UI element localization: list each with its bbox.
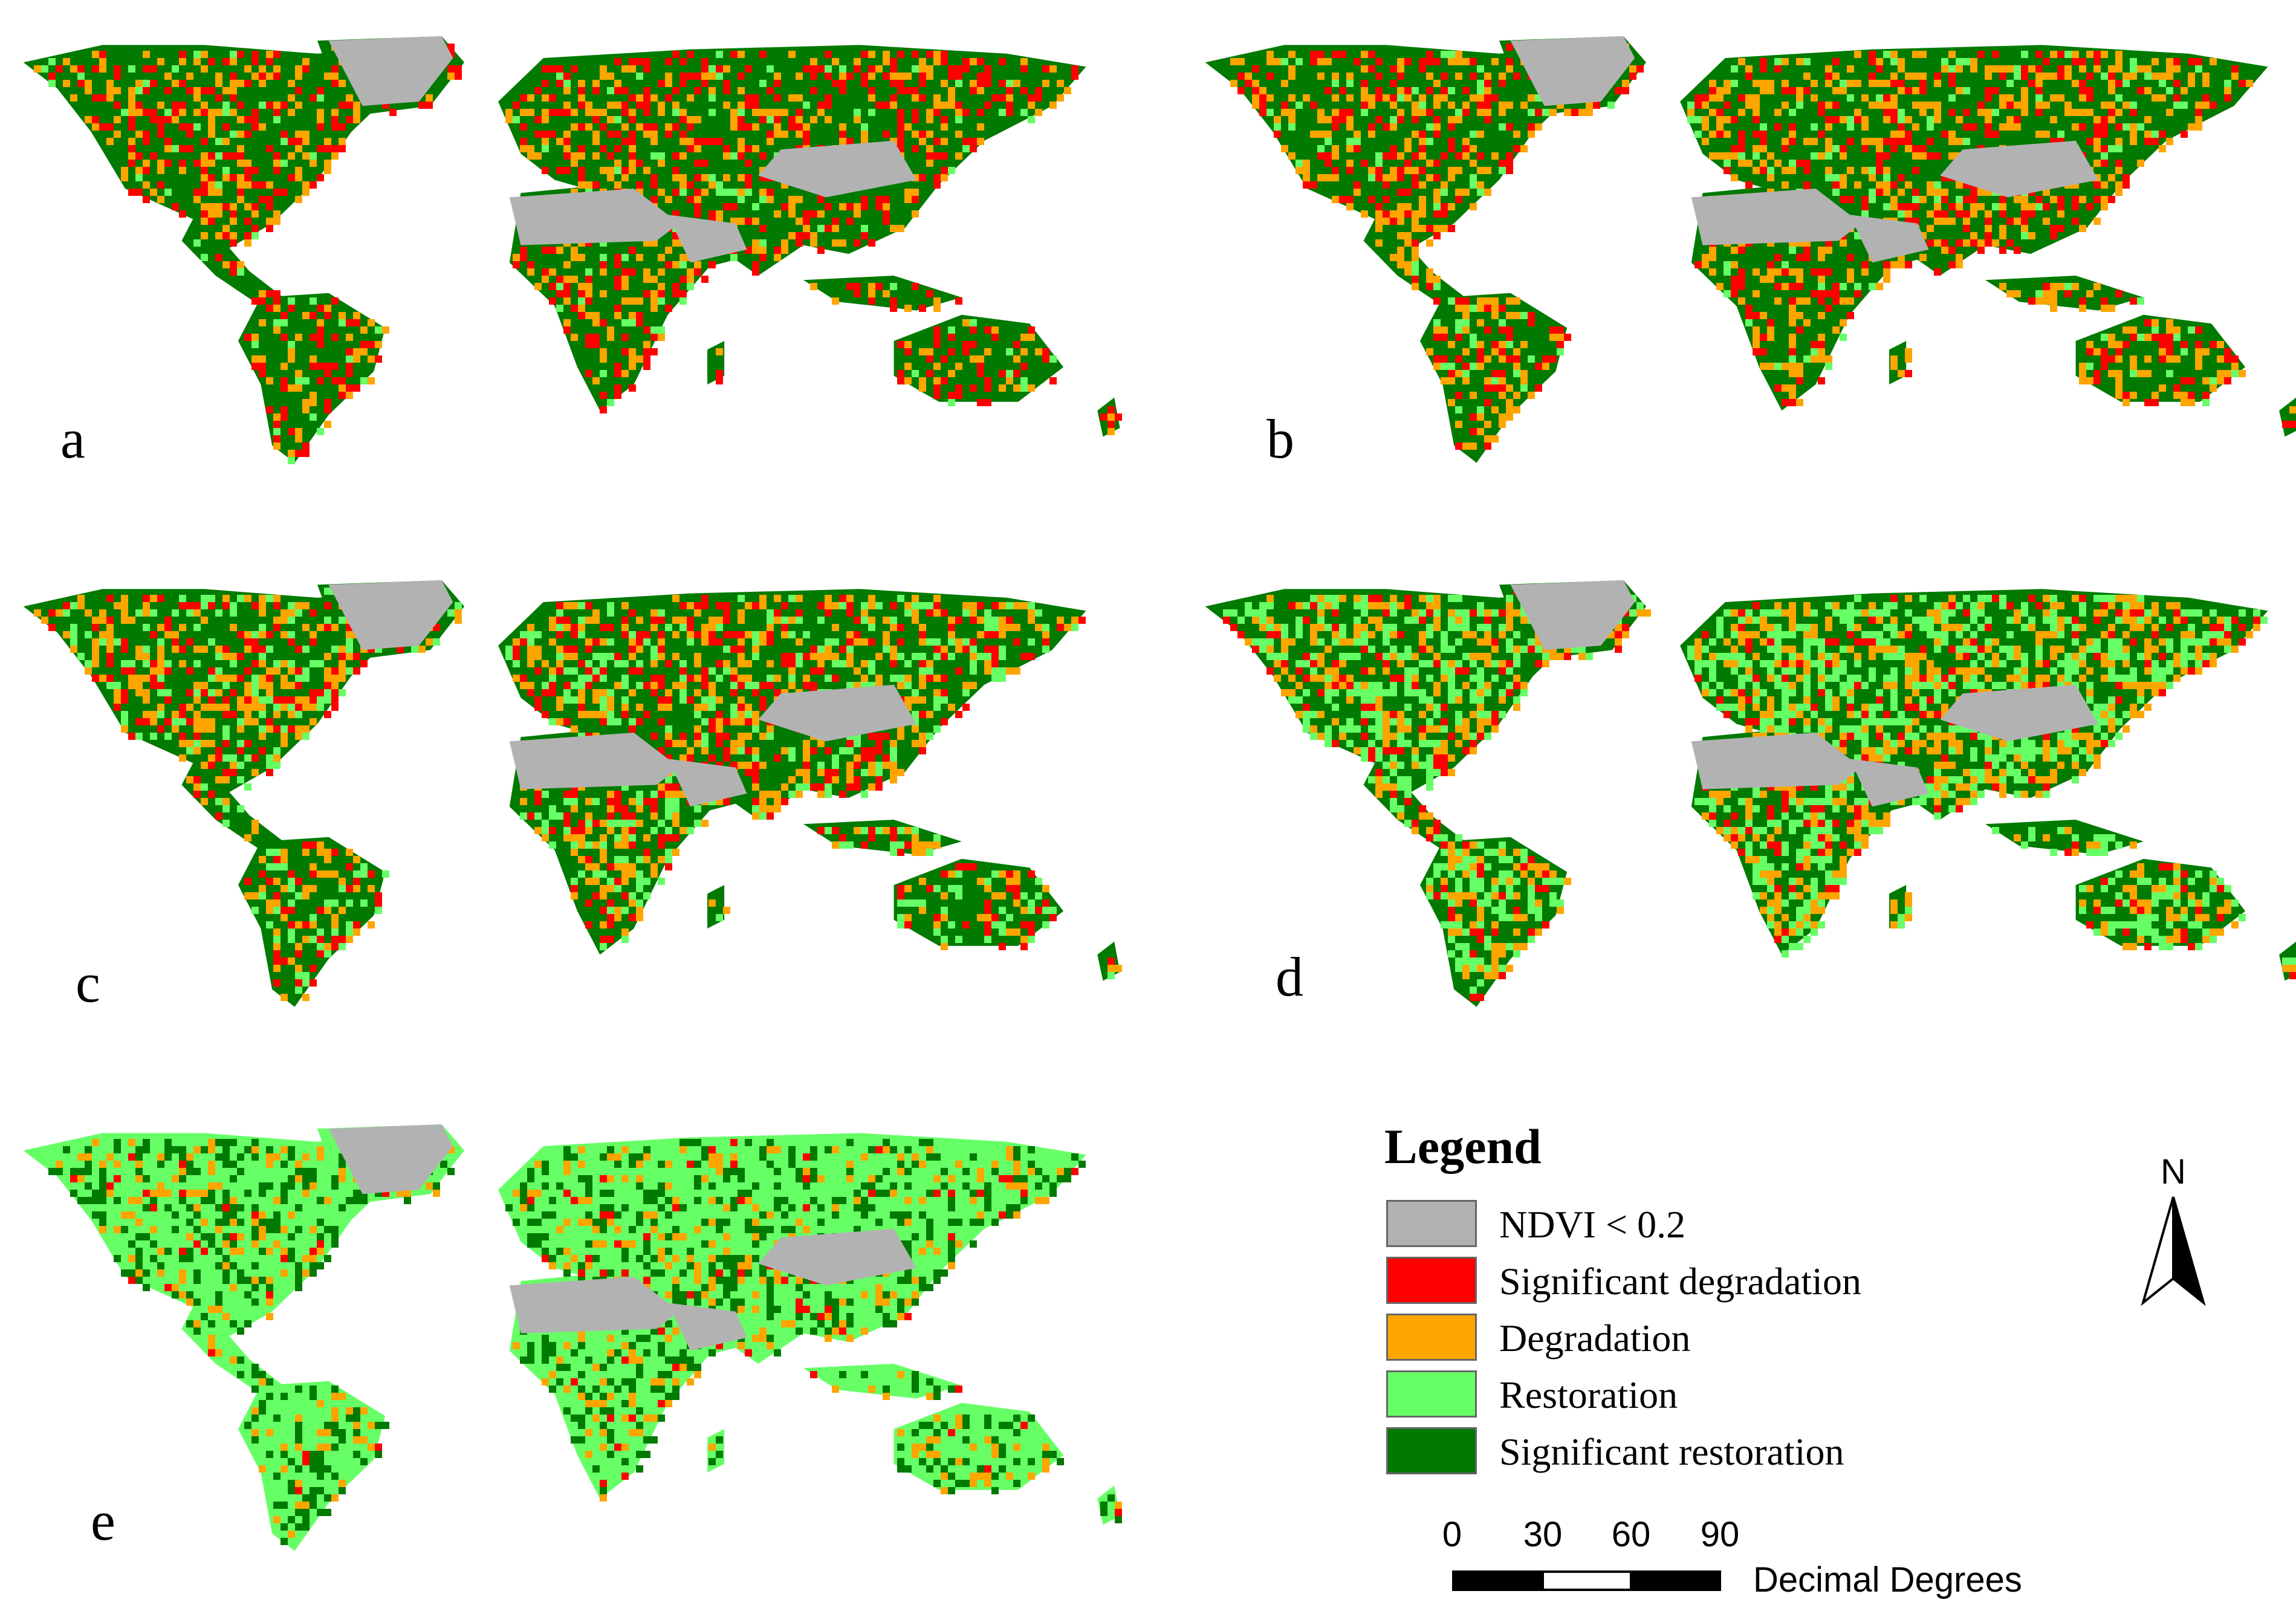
legend-title: Legend bbox=[1384, 1119, 1542, 1174]
scale-tick-label: 30 bbox=[1523, 1515, 1563, 1554]
low-ndvi-zone-0 bbox=[509, 733, 679, 789]
continent-northAmerica bbox=[23, 45, 397, 250]
map-panel-b: b bbox=[1194, 36, 2296, 508]
low-ndvi-zone-2 bbox=[1940, 140, 2098, 198]
world-map-b bbox=[1205, 36, 2296, 463]
low-ndvi-zone-1 bbox=[667, 215, 747, 263]
continent-newZealand bbox=[2279, 397, 2296, 437]
scale-tick-label: 60 bbox=[1611, 1515, 1651, 1554]
legend-swatch bbox=[1386, 1427, 1477, 1474]
map-panel-e: e bbox=[12, 1124, 1143, 1596]
continent-indonesia bbox=[803, 276, 962, 311]
trend-speckles bbox=[34, 588, 1122, 1001]
map-panel-d: d bbox=[1194, 580, 2296, 1052]
low-ndvi-zone-0 bbox=[1691, 733, 1861, 789]
world-map-c bbox=[23, 580, 1122, 1007]
scale-bar: 0 30 60 90 Decimal Degrees bbox=[1439, 1514, 2104, 1605]
legend-label: Degradation bbox=[1499, 1317, 1691, 1360]
north-arrow: N bbox=[2134, 1152, 2213, 1309]
map-panel-c: c bbox=[12, 580, 1143, 1052]
scale-segment bbox=[1452, 1570, 1544, 1591]
low-ndvi-zone-2 bbox=[758, 684, 916, 742]
legend-label: NDVI < 0.2 bbox=[1499, 1203, 1686, 1246]
low-ndvi-zone-0 bbox=[509, 1277, 679, 1334]
north-arrow-icon bbox=[2141, 1196, 2206, 1306]
legend-swatch bbox=[1386, 1257, 1477, 1304]
legend-swatch bbox=[1386, 1200, 1477, 1247]
low-ndvi-zone-3 bbox=[1510, 36, 1635, 106]
low-ndvi-zone-2 bbox=[1940, 684, 2098, 742]
world-map-d bbox=[1205, 580, 2296, 1007]
legend: Legend NDVI < 0.2 Significant degradatio… bbox=[1384, 1118, 2049, 1541]
panel-label-a: a bbox=[60, 408, 85, 470]
trend-speckles bbox=[1223, 588, 2296, 1001]
map-panel-a: a bbox=[12, 36, 1143, 508]
scale-units: Decimal Degrees bbox=[1753, 1560, 2022, 1599]
scale-segment bbox=[1630, 1570, 1721, 1591]
scale-segment bbox=[1542, 1570, 1632, 1591]
low-ndvi-zone-3 bbox=[328, 1124, 453, 1194]
continent-indonesia bbox=[1985, 820, 2144, 855]
world-map-a bbox=[23, 36, 1122, 464]
low-ndvi-zone-1 bbox=[1849, 215, 1929, 263]
legend-swatch bbox=[1386, 1314, 1477, 1361]
low-ndvi-zone-1 bbox=[667, 1303, 747, 1351]
low-ndvi-zone-1 bbox=[667, 759, 747, 807]
low-ndvi-zone-1 bbox=[1849, 759, 1929, 807]
world-map-e bbox=[23, 1124, 1122, 1551]
low-ndvi-zone-2 bbox=[758, 1228, 916, 1286]
legend-label: Significant degradation bbox=[1499, 1260, 1861, 1303]
north-letter: N bbox=[2161, 1152, 2186, 1191]
panel-label-b: b bbox=[1266, 408, 1294, 470]
legend-label: Restoration bbox=[1499, 1373, 1678, 1416]
legend-label: Significant restoration bbox=[1499, 1430, 1844, 1473]
low-ndvi-zone-2 bbox=[758, 140, 916, 198]
low-ndvi-zone-3 bbox=[328, 580, 453, 650]
scale-tick-label: 90 bbox=[1700, 1515, 1740, 1554]
panel-label-e: e bbox=[91, 1490, 115, 1552]
low-ndvi-zone-3 bbox=[328, 36, 453, 106]
panel-label-c: c bbox=[76, 952, 100, 1014]
scale-tick-label: 0 bbox=[1442, 1515, 1462, 1554]
low-ndvi-zone-3 bbox=[1510, 580, 1635, 650]
legend-swatch bbox=[1386, 1370, 1477, 1418]
trend-speckles bbox=[1230, 44, 2296, 450]
low-ndvi-zone-0 bbox=[1691, 189, 1861, 245]
panel-label-d: d bbox=[1276, 946, 1303, 1008]
low-ndvi-zone-0 bbox=[509, 189, 679, 245]
